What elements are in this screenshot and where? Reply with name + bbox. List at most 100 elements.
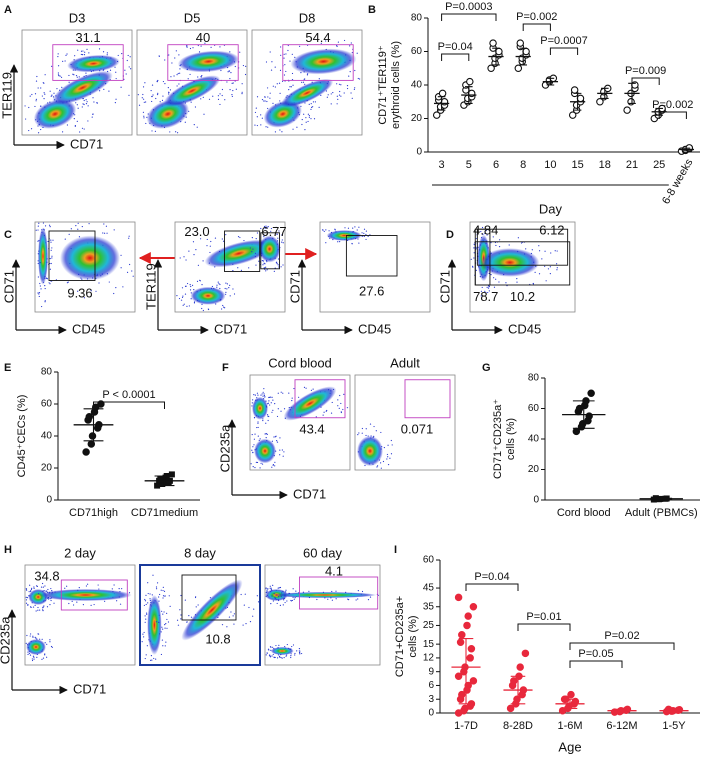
event-dot xyxy=(141,641,143,643)
event-dot xyxy=(51,646,53,648)
event-dot xyxy=(158,600,160,602)
gate-value: 78.7 xyxy=(473,289,498,304)
event-dot xyxy=(142,93,144,96)
event-dot xyxy=(273,270,275,272)
event-dot xyxy=(147,592,149,595)
event-dot xyxy=(283,408,286,410)
event-dot xyxy=(361,590,364,593)
event-dot xyxy=(173,75,175,77)
event-dot xyxy=(81,54,84,56)
event-dot xyxy=(150,655,153,657)
y-tick-label: 60 xyxy=(528,403,540,414)
event-dot xyxy=(152,574,154,576)
axis-label: CD45 xyxy=(358,321,391,336)
event-dot xyxy=(66,282,68,284)
event-dot xyxy=(256,426,258,429)
data-point xyxy=(510,677,518,685)
event-dot xyxy=(30,633,32,635)
event-dot xyxy=(44,300,46,302)
event-dot xyxy=(281,449,283,451)
gate xyxy=(345,235,398,277)
significance-bracket xyxy=(441,53,470,61)
event-dot xyxy=(105,225,107,227)
event-dot xyxy=(79,131,81,133)
event-dot xyxy=(277,264,279,266)
event-dot xyxy=(346,87,349,90)
event-dot xyxy=(265,126,267,128)
event-dot xyxy=(267,402,269,404)
event-dot xyxy=(285,589,287,591)
y-tick-label: 0 xyxy=(533,495,539,506)
x-tick-label: 25 xyxy=(653,159,665,171)
event-dot xyxy=(475,237,477,240)
event-dot xyxy=(256,232,259,234)
event-dot xyxy=(252,446,254,448)
event-dot xyxy=(276,83,278,85)
event-dot xyxy=(164,595,166,597)
event-dot xyxy=(144,598,146,601)
event-dot xyxy=(479,249,481,251)
event-dot xyxy=(212,95,214,97)
data-point xyxy=(438,89,447,98)
event-dot xyxy=(176,619,179,621)
event-dot xyxy=(225,234,227,236)
data-point xyxy=(466,654,474,662)
event-dot xyxy=(485,271,487,273)
data-point xyxy=(572,427,581,436)
event-dot xyxy=(346,407,349,409)
event-dot xyxy=(48,224,51,226)
event-dot xyxy=(143,636,145,638)
data-point xyxy=(516,663,524,671)
density-blob xyxy=(163,75,221,107)
data-point xyxy=(576,94,585,103)
event-dot xyxy=(25,599,28,601)
event-dot xyxy=(78,587,80,589)
event-dot xyxy=(35,610,37,612)
event-dot xyxy=(195,606,197,608)
event-dot xyxy=(46,656,48,658)
event-dot xyxy=(37,229,39,231)
x-tick-label: 8-28D xyxy=(503,720,533,732)
event-dot xyxy=(234,65,236,68)
y-tick-label: 12 xyxy=(423,653,435,664)
data-point xyxy=(458,631,466,639)
event-dot xyxy=(486,240,488,242)
event-dot xyxy=(283,57,285,59)
event-dot xyxy=(92,113,94,116)
event-dot xyxy=(33,586,35,588)
event-dot xyxy=(326,96,328,98)
event-dot xyxy=(162,589,164,592)
axis-label: CD71 xyxy=(437,270,452,303)
event-dot xyxy=(145,594,147,596)
event-dot xyxy=(84,51,86,53)
data-point xyxy=(88,432,97,440)
event-dot xyxy=(122,286,124,288)
y-tick-label: 45 xyxy=(423,583,435,594)
event-dot xyxy=(282,455,284,457)
event-dot xyxy=(301,652,303,655)
event-dot xyxy=(270,587,272,589)
event-dot xyxy=(291,79,294,81)
event-dot xyxy=(68,81,70,83)
event-dot xyxy=(120,267,122,269)
event-dot xyxy=(175,131,177,133)
event-dot xyxy=(57,65,60,67)
event-dot xyxy=(361,427,363,430)
event-dot xyxy=(525,248,527,250)
axis-label: CD235a xyxy=(217,424,232,472)
event-dot xyxy=(211,285,214,288)
event-dot xyxy=(161,610,163,612)
event-dot xyxy=(312,106,314,108)
data-point xyxy=(458,690,466,699)
event-dot xyxy=(484,290,486,292)
event-dot xyxy=(43,605,45,607)
event-dot xyxy=(145,603,147,606)
event-dot xyxy=(144,82,146,84)
significance-bracket xyxy=(465,583,519,591)
event-dot xyxy=(499,239,501,241)
p-value: P=0.009 xyxy=(625,65,666,77)
event-dot xyxy=(66,585,68,587)
x-axis-label: Age xyxy=(558,739,581,754)
data-point xyxy=(631,81,639,89)
event-dot xyxy=(39,285,41,287)
